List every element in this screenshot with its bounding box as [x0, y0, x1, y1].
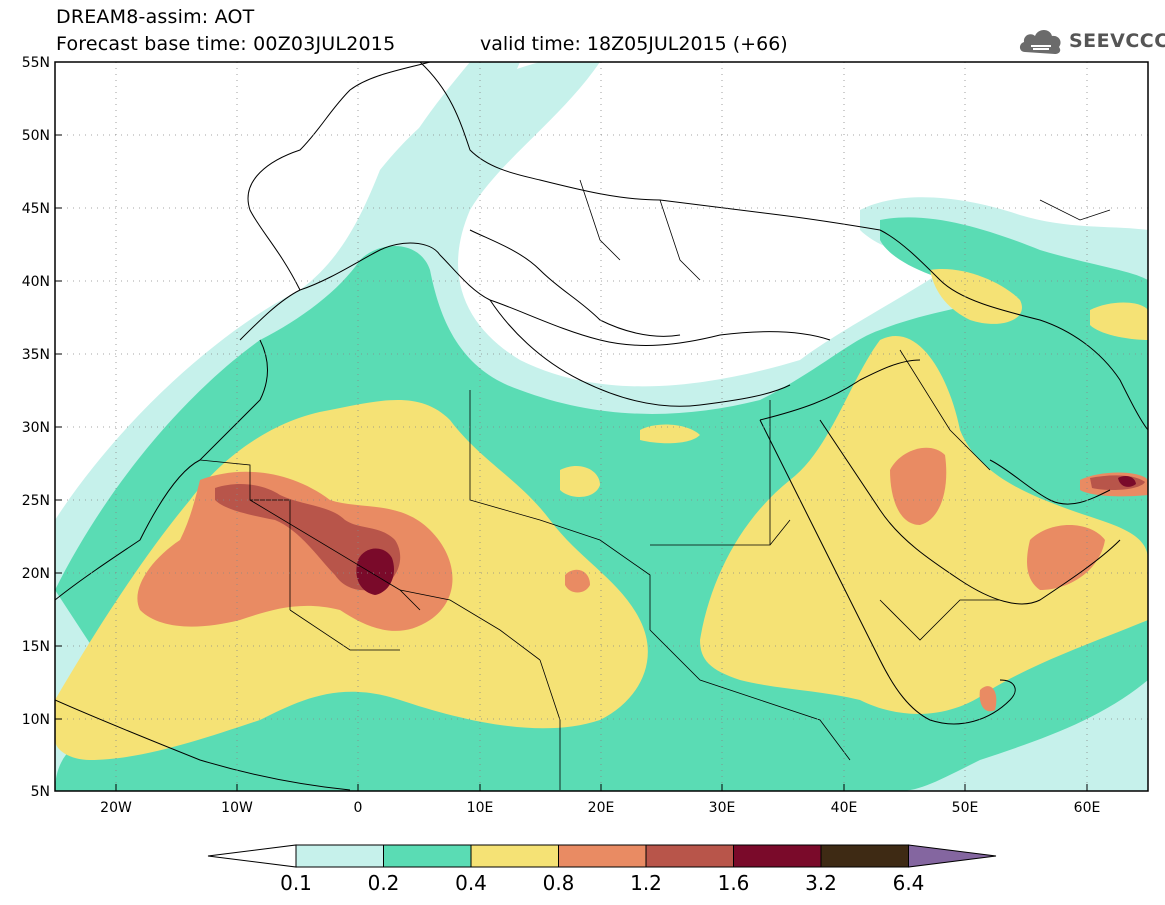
colorbar-label: 3.2: [805, 871, 837, 895]
colorbar-label: 0.1: [280, 871, 312, 895]
lon-label: 20E: [588, 800, 615, 816]
lat-label: 5N: [31, 784, 50, 800]
valid-time-label: valid time: 18Z05JUL2015 (+66): [480, 33, 788, 55]
colorbar-swatch: [295, 844, 384, 868]
aot-yellow-ne: [930, 269, 1022, 324]
lat-label: 25N: [22, 493, 50, 509]
lat-label: 55N: [22, 55, 50, 71]
lon-label: 30E: [709, 800, 736, 816]
lon-label: 60E: [1074, 800, 1101, 816]
chart-title: DREAM8-assim: AOT: [56, 6, 255, 28]
aot-yellow-spot2: [640, 424, 700, 444]
graticule: [55, 62, 1148, 791]
lat-label: 50N: [22, 128, 50, 144]
borders: [199, 179, 1111, 790]
colorbar-labels: 0.1 0.2 0.4 0.8 1.2 1.6 3.2 6.4: [280, 871, 924, 895]
colorbar-label: 0.8: [543, 871, 575, 895]
colorbar-swatch: [820, 844, 909, 868]
colorbar-swatch: [558, 844, 647, 868]
axis-ticks: [55, 61, 1088, 792]
colorbar-label: 6.4: [893, 871, 925, 895]
colorbar-swatch: [470, 844, 559, 868]
colorbar-high-arrow: [908, 844, 997, 868]
seevccc-logo: SEEVCCC: [1017, 24, 1165, 58]
colorbar-swatch: [645, 844, 734, 868]
aot-yellow-east: [700, 336, 1148, 714]
lon-label: 40E: [831, 800, 858, 816]
lon-labels: 20W 10W 0 10E 20E 30E 40E 50E 60E: [100, 800, 1100, 816]
lat-label: 45N: [22, 201, 50, 217]
cloud-icon: [1019, 30, 1061, 54]
aot-yellow-ne2: [1090, 302, 1148, 340]
aot-orange-oman: [1027, 525, 1105, 590]
lat-label: 40N: [22, 274, 50, 290]
lon-label: 0: [354, 800, 363, 816]
base-time-label: Forecast base time: 00Z03JUL2015: [56, 33, 396, 55]
aot-plume-north: [380, 62, 520, 253]
lon-label: 20W: [100, 800, 132, 816]
colorbar: [207, 844, 997, 868]
coastlines: [55, 62, 1148, 791]
colorbar-label: 0.2: [368, 871, 400, 895]
lon-label: 10W: [221, 800, 253, 816]
aot-field: [55, 62, 1148, 791]
logo-text: SEEVCCC: [1069, 30, 1165, 52]
aot-green-east: [880, 217, 1148, 330]
colorbar-label: 1.6: [718, 871, 750, 895]
colorbar-swatch: [733, 844, 822, 868]
colorbar-label: 1.2: [630, 871, 662, 895]
aot-yellow-spot: [560, 465, 600, 497]
lon-label: 10E: [467, 800, 494, 816]
colorbar-swatch: [383, 844, 472, 868]
lat-label: 15N: [22, 639, 50, 655]
aot-orange-spot3: [979, 686, 997, 712]
aot-band-1.6: [356, 548, 395, 595]
colorbar-label: 0.4: [455, 871, 487, 895]
lat-label: 35N: [22, 347, 50, 363]
lon-label: 50E: [952, 800, 979, 816]
colorbar-low-arrow: [207, 844, 297, 868]
aot-orange-spot2: [565, 569, 590, 593]
lat-label: 30N: [22, 420, 50, 436]
lat-labels: 55N 50N 45N 40N 35N 30N 25N 20N 15N 10N …: [22, 55, 50, 800]
lat-label: 10N: [22, 712, 50, 728]
lat-label: 20N: [22, 566, 50, 582]
aot-darkred-east: [1118, 476, 1136, 487]
aot-band-1.2: [215, 484, 401, 591]
aot-orange-east: [890, 447, 947, 525]
